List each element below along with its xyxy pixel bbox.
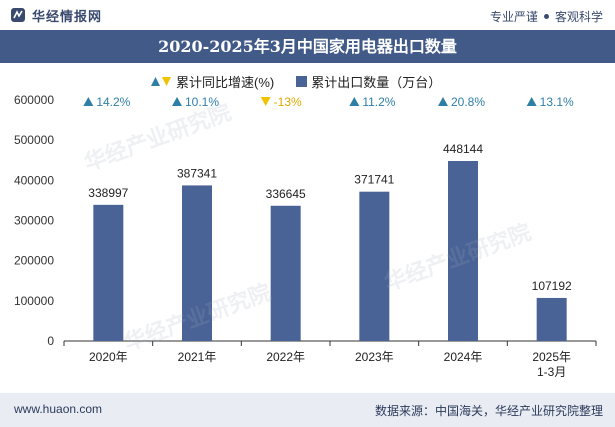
growth-label: 10.1%: [185, 95, 219, 109]
growth-marker: [526, 97, 537, 106]
top-bar: 华经情报网 专业严谨 客观科学: [0, 0, 615, 30]
legend-bar-label: 累计出口数量（万台）: [311, 74, 442, 90]
y-tick-label: 0: [47, 334, 54, 348]
y-tick-label: 100000: [14, 294, 54, 308]
y-tick-label: 500000: [14, 133, 54, 147]
footer: [0, 393, 615, 427]
x-tick-label: 2020年: [89, 350, 128, 364]
legend-bar-swatch-icon: [296, 75, 308, 87]
legend-item-bar: 累计出口数量（万台）: [296, 72, 441, 91]
legend-growth-icon: [151, 77, 171, 86]
bar-value-label: 448144: [443, 142, 483, 156]
growth-marker: [172, 97, 182, 106]
slogan-dot-icon: [543, 14, 549, 19]
y-tick-label: 200000: [14, 254, 54, 268]
footer-source: 数据来源：中国海关，华经产业研究院整理: [374, 404, 603, 418]
chart-title: 2020-2025年3月中国家用电器出口数量: [158, 37, 457, 56]
brand-logo-icon: [11, 8, 25, 22]
brand-name: 华经情报网: [32, 8, 103, 24]
x-tick-label: 2025年: [532, 350, 571, 364]
slogan-left: 专业严谨: [489, 10, 538, 24]
bar-value-label: 107192: [532, 279, 572, 293]
bar: [448, 160, 478, 341]
slogan: 专业严谨 客观科学: [490, 8, 603, 25]
growth-label: 11.2%: [362, 95, 395, 109]
bar-value-label: 371741: [354, 173, 394, 187]
bar: [93, 204, 124, 341]
bar-value-label: 387341: [177, 166, 217, 180]
growth-marker: [438, 97, 448, 106]
y-tick-label: 600000: [14, 93, 54, 107]
growth-marker: [349, 97, 360, 106]
legend-growth-label: 累计同比增速(%): [176, 74, 275, 90]
growth-label: 13.1%: [540, 95, 574, 109]
y-tick-label: 300000: [14, 214, 54, 228]
title-bar: [0, 30, 615, 63]
bar: [536, 297, 567, 341]
bar: [182, 185, 212, 341]
x-tick-label: 2021年: [178, 350, 217, 364]
growth-label: -13%: [274, 95, 302, 109]
bar: [270, 205, 301, 341]
footer-url[interactable]: www.huaon.com: [14, 402, 103, 416]
bar-value-label: 338997: [88, 186, 128, 200]
x-tick-label: 2024年: [444, 350, 483, 364]
x-tick-label: 2022年: [266, 350, 305, 364]
bar: [359, 191, 390, 341]
legend-item-growth: 累计同比增速(%): [150, 72, 274, 91]
y-tick-label: 400000: [14, 173, 54, 187]
growth-marker: [83, 97, 94, 106]
slogan-right: 客观科学: [554, 10, 603, 24]
bar-value-label: 336645: [266, 187, 306, 201]
growth-label: 14.2%: [96, 95, 130, 109]
x-tick-label: 1-3月: [537, 365, 566, 379]
growth-marker: [260, 97, 271, 106]
growth-label: 20.8%: [451, 95, 485, 109]
brand: 华经情报网: [10, 6, 102, 24]
x-tick-label: 2023年: [355, 350, 394, 364]
legend: 累计同比增速(%) 累计出口数量（万台）: [150, 72, 463, 90]
